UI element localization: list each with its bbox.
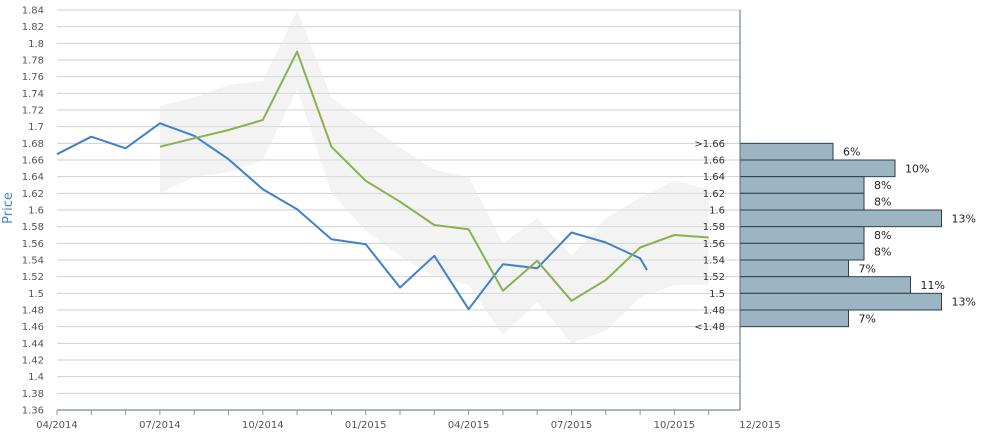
hist-bin-label-3: 1.64 <box>703 172 725 183</box>
y-tick-1.62: 1.62 <box>22 189 44 200</box>
x-axis-ticks: 04/2014 07/2014 10/2014 01/2015 04/2015 07/20… <box>36 420 781 431</box>
y-tick-1.56: 1.56 <box>22 239 44 250</box>
confidence-band <box>159 10 709 344</box>
x-tick-10-2014: 10/2014 <box>242 420 284 431</box>
y-tick-1.74: 1.74 <box>22 89 44 100</box>
hist-value-2: 10% <box>905 162 929 175</box>
y-tick-1.68: 1.68 <box>22 139 44 150</box>
series-line-2 <box>159 50 709 302</box>
hist-value-3: 8% <box>874 179 891 192</box>
x-tick-10-2015: 10/2015 <box>654 420 696 431</box>
hist-bin-label-2: 1.66 <box>703 156 725 167</box>
y-tick-1.66: 1.66 <box>22 156 44 167</box>
hist-bin-label-11: 1.48 <box>703 306 725 317</box>
price-lines <box>56 50 709 311</box>
x-tick-04-2015: 04/2015 <box>448 420 490 431</box>
hist-value-11: 7% <box>859 312 876 325</box>
y-tick-1.54: 1.54 <box>22 256 44 267</box>
hist-bin-label-1: >1.66 <box>694 139 725 150</box>
y-tick-1.78: 1.78 <box>22 56 44 67</box>
hist-bin-label-7: 1.56 <box>703 239 725 250</box>
hist-bar-4 <box>739 192 865 211</box>
y-tick-1.5: 1.5 <box>28 289 44 300</box>
y-tick-1.4: 1.4 <box>28 372 44 383</box>
hist-value-8: 7% <box>859 262 876 275</box>
hist-bar-2 <box>739 159 896 178</box>
y-tick-1.6: 1.6 <box>28 206 44 217</box>
hist-bar-8 <box>739 259 849 278</box>
hist-bar-6 <box>739 226 865 244</box>
x-tick-12-2015: 12/2015 <box>739 420 781 431</box>
y-tick-1.82: 1.82 <box>22 22 44 33</box>
y-tick-1.42: 1.42 <box>22 356 44 367</box>
hist-value-4: 8% <box>874 196 891 209</box>
band-area <box>159 10 709 344</box>
hist-value-6: 8% <box>874 229 891 242</box>
y-axis-ticks: 1.84 1.82 1.8 1.78 1.76 1.74 1.72 1.7 1.68 1.66 1.… <box>22 6 44 417</box>
hist-bar-11 <box>739 309 849 328</box>
hist-bin-label-5: 1.6 <box>709 206 725 217</box>
hist-bar-7 <box>739 242 865 261</box>
y-tick-1.7: 1.7 <box>28 122 44 133</box>
hist-bin-label-8: 1.54 <box>703 256 725 267</box>
hist-value-9: 11% <box>921 279 945 292</box>
axes <box>56 10 741 415</box>
x-tick-04-2014: 04/2014 <box>36 420 78 431</box>
hist-bar-5 <box>739 209 942 228</box>
y-tick-1.48: 1.48 <box>22 306 44 317</box>
y-tick-1.44: 1.44 <box>22 339 44 350</box>
hist-value-7: 8% <box>874 246 891 259</box>
hist-bin-label-10: 1.5 <box>709 289 725 300</box>
hist-bin-label-4: 1.62 <box>703 189 725 200</box>
y-tick-1.38: 1.38 <box>22 389 44 400</box>
y-tick-1.84: 1.84 <box>22 6 44 17</box>
hist-bin-label-6: 1.58 <box>703 222 725 233</box>
series-line-1 <box>56 122 648 311</box>
y-axis-label: Price <box>1 192 16 224</box>
y-tick-1.46: 1.46 <box>22 322 44 333</box>
x-tick-01-2015: 01/2015 <box>345 420 387 431</box>
hist-bin-label-12: <1.48 <box>694 322 725 333</box>
hist-value-5: 13% <box>952 212 976 225</box>
y-tick-1.36: 1.36 <box>22 406 44 417</box>
y-tick-1.52: 1.52 <box>22 272 44 283</box>
hist-value-1: 6% <box>843 146 860 159</box>
hist-bin-label-9: 1.52 <box>703 272 725 283</box>
y-tick-1.76: 1.76 <box>22 72 44 83</box>
hist-bar-10 <box>739 292 942 311</box>
hist-bar-9 <box>739 276 911 294</box>
hist-value-10: 13% <box>952 296 976 309</box>
distribution-histogram: 6% 10% 8% 8% 13% 8% 8% 7% 11% 13% 7% >1.66 1.66 1.64 1… <box>694 139 976 333</box>
hist-bar-1 <box>739 142 834 161</box>
x-tick-07-2015: 07/2015 <box>551 420 593 431</box>
y-tick-1.72: 1.72 <box>22 106 44 117</box>
hist-bar-3 <box>739 176 865 194</box>
y-tick-1.64: 1.64 <box>22 172 44 183</box>
y-tick-1.58: 1.58 <box>22 222 44 233</box>
x-tick-07-2014: 07/2014 <box>139 420 181 431</box>
y-tick-1.8: 1.8 <box>28 39 44 50</box>
